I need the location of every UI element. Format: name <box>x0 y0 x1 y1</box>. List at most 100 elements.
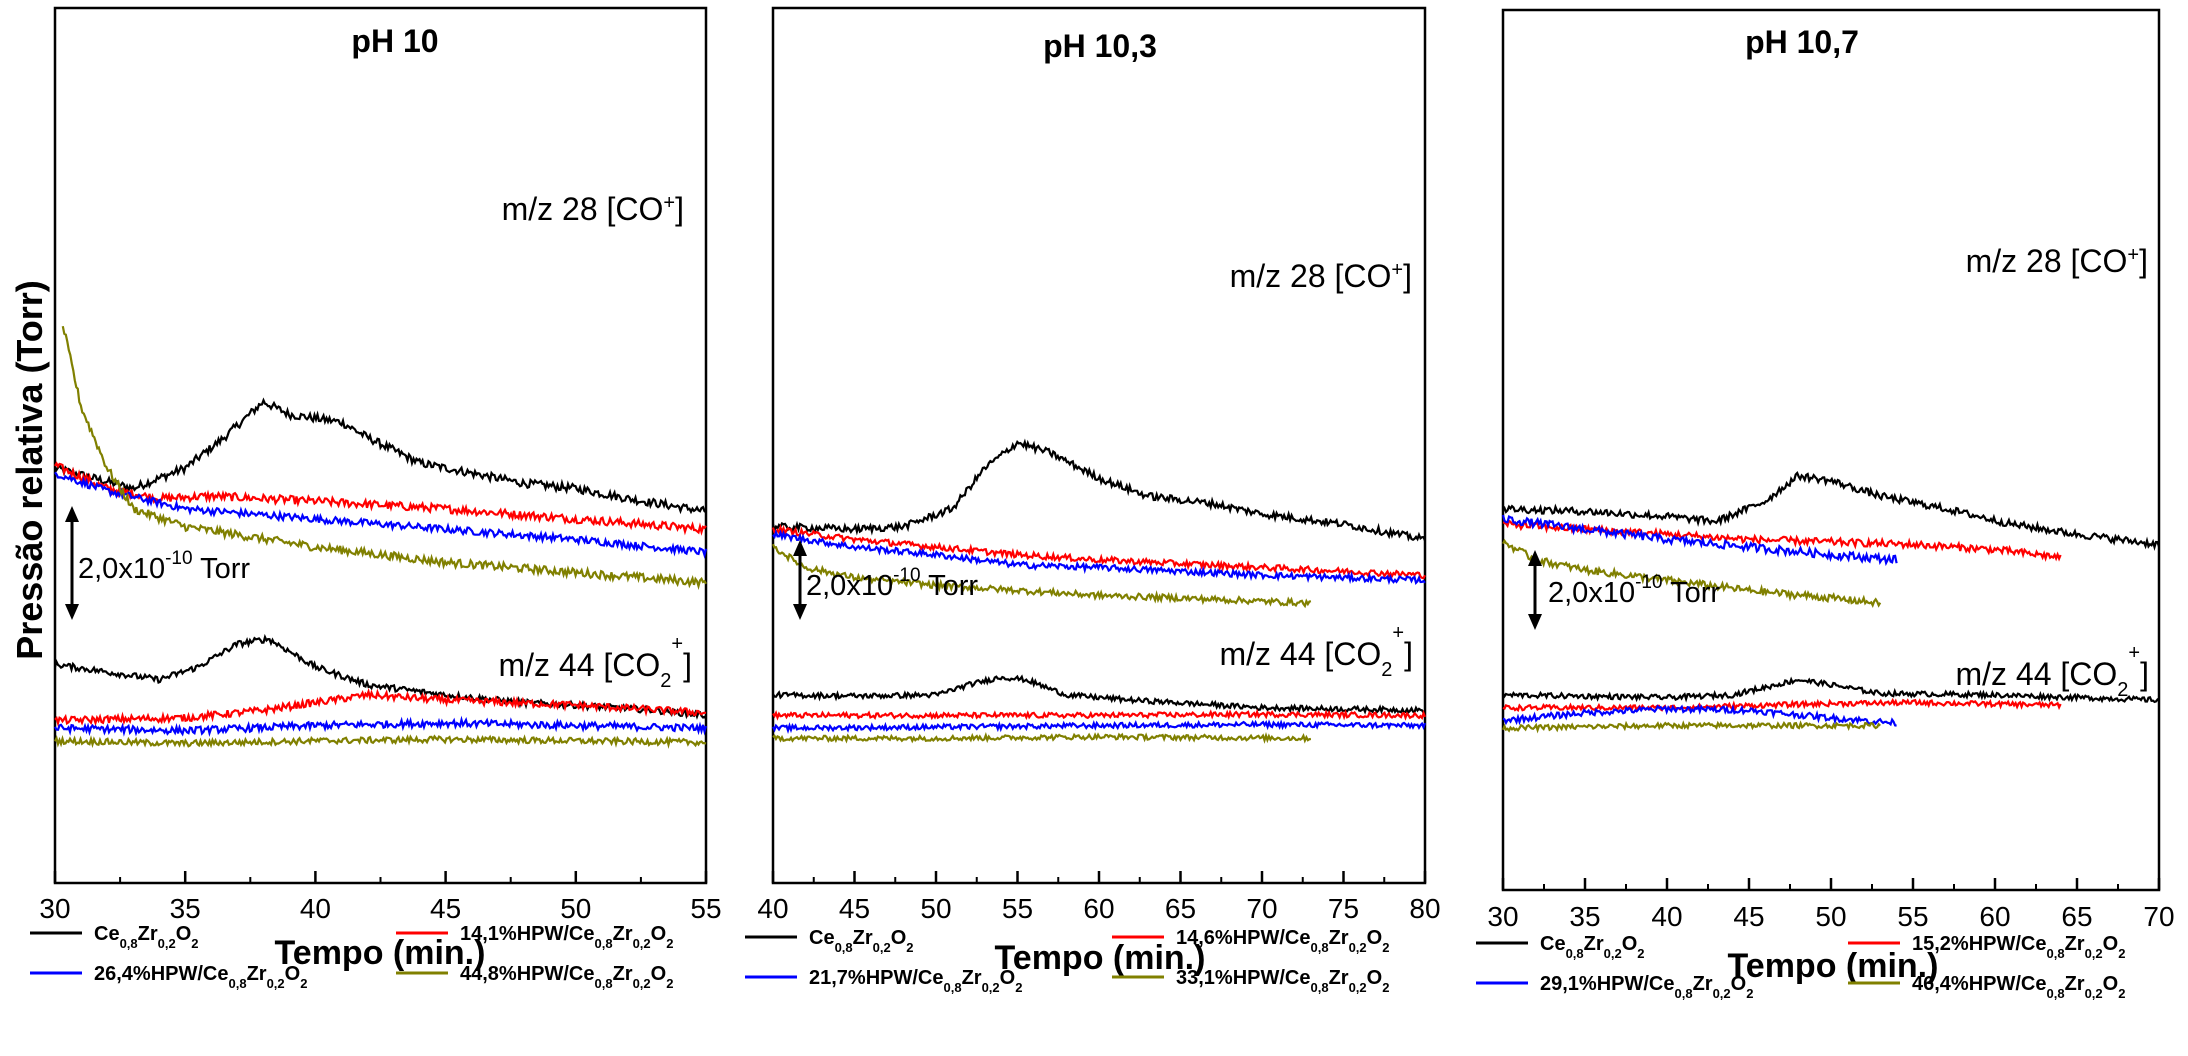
mz28-label: m/z 28 [CO+] <box>502 191 684 227</box>
x-tick-label-60: 60 <box>1083 893 1114 924</box>
legend-label: 14,6%HPW/Ce0,8Zr0,2O2 <box>1176 927 1389 955</box>
legend-item-3: 21,7%HPW/Ce0,8Zr0,2O2 <box>745 967 1022 995</box>
axis-ticks: 30 35 40 45 50 55 <box>39 871 722 924</box>
scale-bar-label: 2,0x10-10 Torr <box>806 565 978 602</box>
legend-label: 15,2%HPW/Ce0,8Zr0,2O2 <box>1912 933 2125 961</box>
mz44-label: m/z 44 [CO2+] <box>498 633 692 692</box>
x-tick-label-30: 30 <box>1487 901 1518 932</box>
series-line-4-mz28 <box>771 543 1312 609</box>
series-line-5-mz44 <box>1502 676 2160 704</box>
x-tick-label-55: 55 <box>690 893 721 924</box>
x-tick-label-55: 55 <box>1897 901 1928 932</box>
panel-frame <box>771 6 1427 885</box>
scale-bar: 2,0x10-10 Torr <box>1528 550 1720 630</box>
axis-ticks: 40 45 50 55 60 65 70 75 80 <box>757 871 1441 924</box>
legend-item-3: 26,4%HPW/Ce0,8Zr0,2O2 <box>30 963 307 991</box>
series-line-6-mz44 <box>1502 697 2062 713</box>
legend-item-1: Ce0,8Zr0,2O2 <box>30 923 199 951</box>
series-line-8-mz44 <box>1501 720 1881 734</box>
series-layer <box>771 438 1427 744</box>
series-line-4-mz28 <box>1502 538 1882 609</box>
series-line-5-mz44 <box>772 674 1426 715</box>
x-tick-label-30: 30 <box>39 893 70 924</box>
legend-label: 21,7%HPW/Ce0,8Zr0,2O2 <box>809 967 1022 995</box>
panel-ph10: 30 35 40 45 50 55 pH 10 m/z 28 [CO+] m/z 44 [… <box>30 6 722 991</box>
x-tick-label-50: 50 <box>1815 901 1846 932</box>
series-line-7-mz44 <box>54 715 708 737</box>
legend: Ce0,8Zr0,2O2 14,6%HPW/Ce0,8Zr0,2O2 21,7%HP… <box>745 927 1389 995</box>
x-axis-label: Tempo (min.) <box>1728 947 1939 985</box>
x-tick-label-50: 50 <box>920 893 951 924</box>
series-layer <box>53 325 708 750</box>
x-tick-label-45: 45 <box>430 893 461 924</box>
x-tick-label-40: 40 <box>757 893 788 924</box>
panel-frame <box>1501 8 2161 892</box>
legend-item-1: Ce0,8Zr0,2O2 <box>1476 933 1645 961</box>
series-line-1-mz28 <box>53 397 707 515</box>
series-line-7-mz44 <box>1502 703 1897 727</box>
legend-item-2: 14,6%HPW/Ce0,8Zr0,2O2 <box>1112 927 1389 955</box>
scale-bar: 2,0x10-10 Torr <box>65 506 250 620</box>
x-tick-label-60: 60 <box>1979 901 2010 932</box>
mz44-label: m/z 44 [CO2+] <box>1219 622 1413 681</box>
legend-label: Ce0,8Zr0,2O2 <box>1540 933 1645 961</box>
panel-ph10-3: 40 45 50 55 60 65 70 75 80 pH 10,3 m/z 28 [CO+] … <box>745 6 1441 995</box>
mz28-label: m/z 28 [CO+] <box>1966 243 2148 279</box>
series-line-1-mz28 <box>771 438 1427 542</box>
scale-bar-label: 2,0x10-10 Torr <box>78 548 250 585</box>
series-line-8-mz44 <box>772 731 1312 744</box>
x-tick-label-45: 45 <box>1733 901 1764 932</box>
panel-title: pH 10,7 <box>1745 24 1859 60</box>
series-layer <box>1501 471 2161 734</box>
series-line-7-mz44 <box>772 719 1427 734</box>
mz28-label: m/z 28 [CO+] <box>1230 258 1412 294</box>
series-line-3-mz28 <box>54 471 708 560</box>
x-tick-label-65: 65 <box>2061 901 2092 932</box>
x-tick-label-35: 35 <box>1569 901 1600 932</box>
series-line-2-mz28 <box>771 523 1426 580</box>
series-line-1-mz28 <box>1502 471 2161 552</box>
legend-item-4: 33,1%HPW/Ce0,8Zr0,2O2 <box>1112 967 1389 995</box>
series-line-2-mz28 <box>1502 519 2062 562</box>
x-tick-label-40: 40 <box>1651 901 1682 932</box>
series-line-4-mz28 <box>61 325 707 591</box>
x-tick-label-50: 50 <box>560 893 591 924</box>
legend-label: Ce0,8Zr0,2O2 <box>809 927 914 955</box>
x-tick-label-55: 55 <box>1002 893 1033 924</box>
x-tick-label-75: 75 <box>1328 893 1359 924</box>
legend-item-2: 15,2%HPW/Ce0,8Zr0,2O2 <box>1848 933 2125 961</box>
x-tick-label-35: 35 <box>170 893 201 924</box>
x-tick-label-45: 45 <box>839 893 870 924</box>
legend-item-4: 46,4%HPW/Ce0,8Zr0,2O2 <box>1848 973 2125 1001</box>
panel-ph10-7: 30 35 40 45 50 55 60 65 70 pH 10,7 m/z 28 [CO+] … <box>1476 8 2175 1001</box>
legend: Ce0,8Zr0,2O2 15,2%HPW/Ce0,8Zr0,2O2 29,1%HP… <box>1476 933 2125 1001</box>
series-line-2-mz28 <box>54 461 707 536</box>
y-axis-label: Pressão relativa (Torr) <box>9 280 50 660</box>
axis-ticks: 30 35 40 45 50 55 60 65 70 <box>1487 878 2175 932</box>
panel-title: pH 10,3 <box>1043 28 1157 64</box>
legend-item-2: 14,1%HPW/Ce0,8Zr0,2O2 <box>396 923 673 951</box>
x-tick-label-70: 70 <box>2143 901 2174 932</box>
legend: Ce0,8Zr0,2O2 14,1%HPW/Ce0,8Zr0,2O2 26,4%HP… <box>30 923 673 991</box>
series-line-8-mz44 <box>54 734 707 750</box>
legend-label: 46,4%HPW/Ce0,8Zr0,2O2 <box>1912 973 2125 1001</box>
legend-label: Ce0,8Zr0,2O2 <box>94 923 199 951</box>
x-tick-label-40: 40 <box>300 893 331 924</box>
legend-item-4: 44,8%HPW/Ce0,8Zr0,2O2 <box>396 963 673 991</box>
scale-bar-label: 2,0x10-10 Torr <box>1548 572 1720 609</box>
x-tick-label-70: 70 <box>1246 893 1277 924</box>
scale-bar: 2,0x10-10 Torr <box>793 540 978 620</box>
series-line-6-mz44 <box>772 708 1427 721</box>
series-line-6-mz44 <box>54 688 707 728</box>
x-axis-label: Tempo (min.) <box>275 934 486 972</box>
series-line-3-mz28 <box>772 528 1426 586</box>
x-axis-label: Tempo (min.) <box>995 939 1206 977</box>
legend-label: 26,4%HPW/Ce0,8Zr0,2O2 <box>94 963 307 991</box>
legend-item-1: Ce0,8Zr0,2O2 <box>745 927 914 955</box>
legend-label: 29,1%HPW/Ce0,8Zr0,2O2 <box>1540 973 1753 1001</box>
series-line-3-mz28 <box>1501 514 1898 567</box>
legend-item-3: 29,1%HPW/Ce0,8Zr0,2O2 <box>1476 973 1753 1001</box>
x-tick-label-65: 65 <box>1165 893 1196 924</box>
legend-label: 44,8%HPW/Ce0,8Zr0,2O2 <box>460 963 673 991</box>
